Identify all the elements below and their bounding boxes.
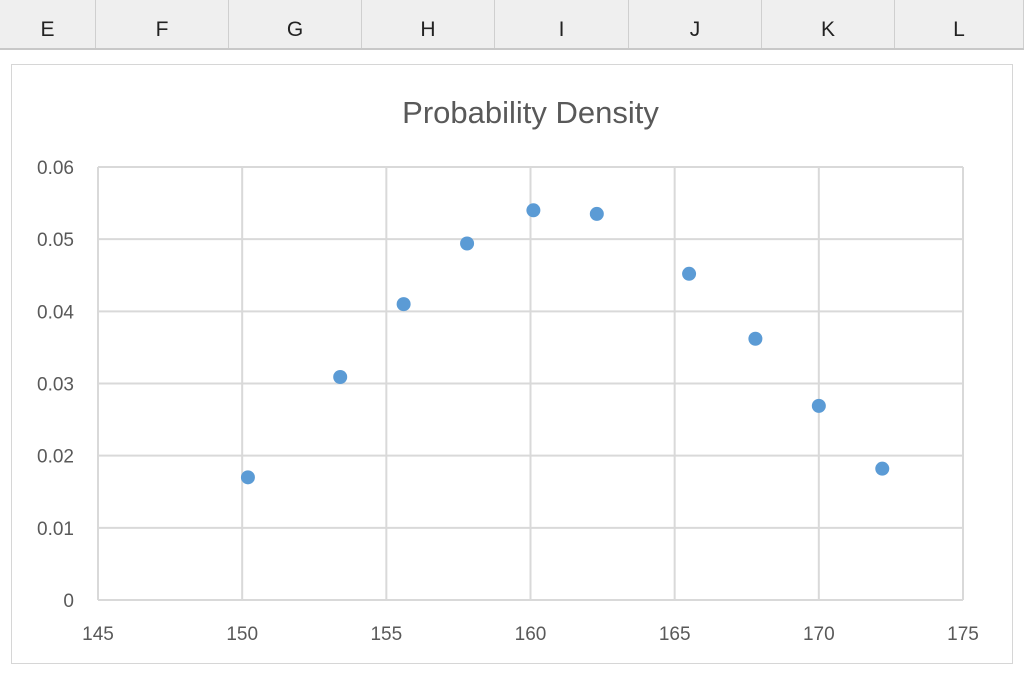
- y-tick-label: 0: [63, 591, 74, 612]
- y-tick-label: 0.02: [37, 447, 74, 468]
- y-tick-label: 0.04: [37, 302, 74, 323]
- column-header-j[interactable]: J: [629, 0, 762, 48]
- y-tick-label: 0.05: [37, 230, 74, 251]
- x-tick-label: 155: [370, 624, 402, 645]
- y-tick-label: 0.03: [37, 375, 74, 396]
- column-header-l[interactable]: L: [895, 0, 1024, 48]
- x-tick-label: 165: [659, 624, 691, 645]
- chart-title: Probability Density: [402, 95, 659, 130]
- data-point[interactable]: [333, 370, 348, 385]
- x-tick-label: 145: [82, 624, 114, 645]
- data-point[interactable]: [240, 470, 255, 485]
- y-tick-label: 0.06: [37, 158, 74, 179]
- data-point[interactable]: [526, 203, 541, 218]
- data-point[interactable]: [589, 206, 604, 221]
- x-tick-label: 160: [515, 624, 547, 645]
- x-tick-label: 170: [803, 624, 835, 645]
- x-tick-label: 175: [947, 624, 979, 645]
- data-point[interactable]: [811, 398, 826, 413]
- data-point[interactable]: [875, 461, 890, 476]
- data-point[interactable]: [748, 331, 763, 346]
- data-point[interactable]: [460, 236, 475, 251]
- y-tick-label: 0.01: [37, 519, 74, 540]
- data-point[interactable]: [682, 266, 697, 281]
- x-tick-label: 150: [226, 624, 258, 645]
- column-header-e[interactable]: E: [0, 0, 96, 48]
- column-header-g[interactable]: G: [229, 0, 362, 48]
- column-header-f[interactable]: F: [96, 0, 229, 48]
- column-header-i[interactable]: I: [495, 0, 629, 48]
- data-point[interactable]: [396, 297, 411, 312]
- scatter-chart: Probability Density 0 0.01 0.02 0.03 0.04 0.05…: [37, 95, 979, 645]
- column-header-k[interactable]: K: [762, 0, 895, 48]
- chart-container[interactable]: Probability Density 0 0.01 0.02 0.03 0.04 0.05…: [11, 64, 1013, 664]
- column-header-h[interactable]: H: [362, 0, 495, 48]
